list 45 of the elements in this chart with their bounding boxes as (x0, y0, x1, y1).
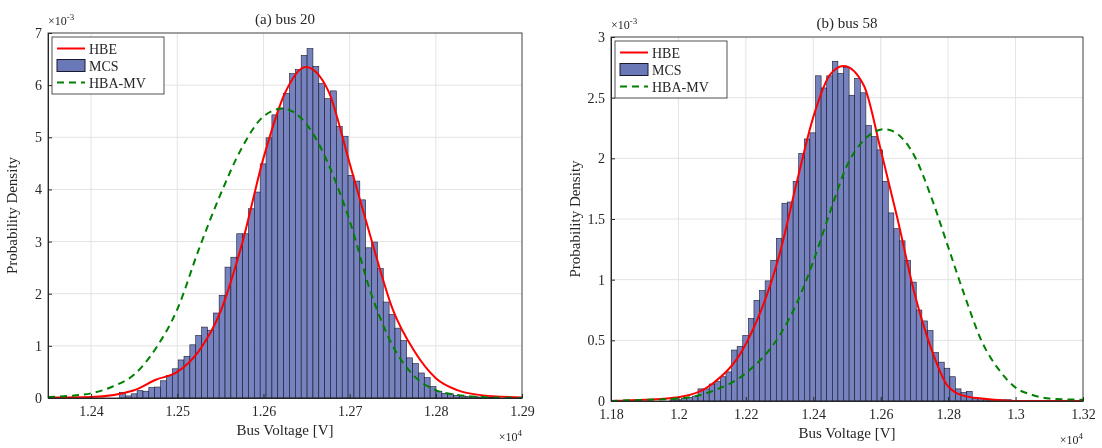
x-tick-label: 1.24 (79, 403, 104, 419)
x-tick-label: 1.2 (670, 406, 688, 422)
y-tick-label: 6 (35, 78, 42, 94)
x-tick-label: 1.25 (165, 403, 191, 419)
x-tick-label: 1.29 (510, 403, 535, 419)
chart-title: (a) bus 20 (255, 11, 315, 28)
y-tick-label: 5 (35, 130, 42, 146)
y-tick-label: 7 (35, 25, 42, 41)
x-tick-label: 1.28 (424, 403, 449, 419)
legend-label: HBA-MV (89, 75, 146, 91)
y-tick-label: 0.5 (587, 333, 605, 349)
legend-label: MCS (89, 58, 119, 74)
x-tick-label: 1.24 (801, 406, 827, 422)
y-tick-label: 1 (598, 272, 605, 288)
legend-label: MCS (652, 62, 682, 78)
x-tick-label: 1.3 (1007, 406, 1025, 422)
y-tick-label: 0 (35, 390, 42, 406)
x-axis-title: Bus Voltage [V] (236, 422, 334, 438)
y-tick-label: 2 (598, 151, 605, 167)
y-axis-title: Probability Density (567, 159, 583, 278)
text: ×10$^{-3}$ (611, 16, 638, 32)
text: ×10$^{4}$ (1059, 431, 1084, 447)
y-tick-label: 3 (598, 29, 605, 45)
y-tick-label: 1 (35, 338, 42, 354)
chart-title: (b) bus 58 (816, 15, 878, 32)
x-tick-label: 1.26 (251, 403, 277, 419)
x-tick-label: 1.27 (337, 403, 363, 419)
y-tick-label: 2.5 (587, 90, 605, 106)
x-tick-label: 1.18 (599, 406, 624, 422)
y-tick-label: 4 (35, 182, 42, 198)
y-tick-label: 3 (35, 234, 42, 250)
text: ×10$^{-3}$ (48, 12, 75, 28)
x-tick-label: 1.22 (734, 406, 759, 422)
y-tick-label: 0 (598, 393, 605, 409)
legend-label: HBE (652, 45, 680, 61)
x-tick-label: 1.26 (868, 406, 894, 422)
y-tick-label: 2 (35, 286, 42, 302)
y-tick-label: 1.5 (587, 211, 605, 227)
legend-label: HBA-MV (652, 79, 709, 95)
x-tick-label: 1.32 (1071, 406, 1096, 422)
text: ×10$^{4}$ (498, 428, 523, 444)
x-axis-title: Bus Voltage [V] (798, 425, 896, 441)
x-tick-label: 1.28 (936, 406, 961, 422)
legend-label: HBE (89, 41, 117, 57)
y-axis-title: Probability Density (4, 156, 20, 275)
